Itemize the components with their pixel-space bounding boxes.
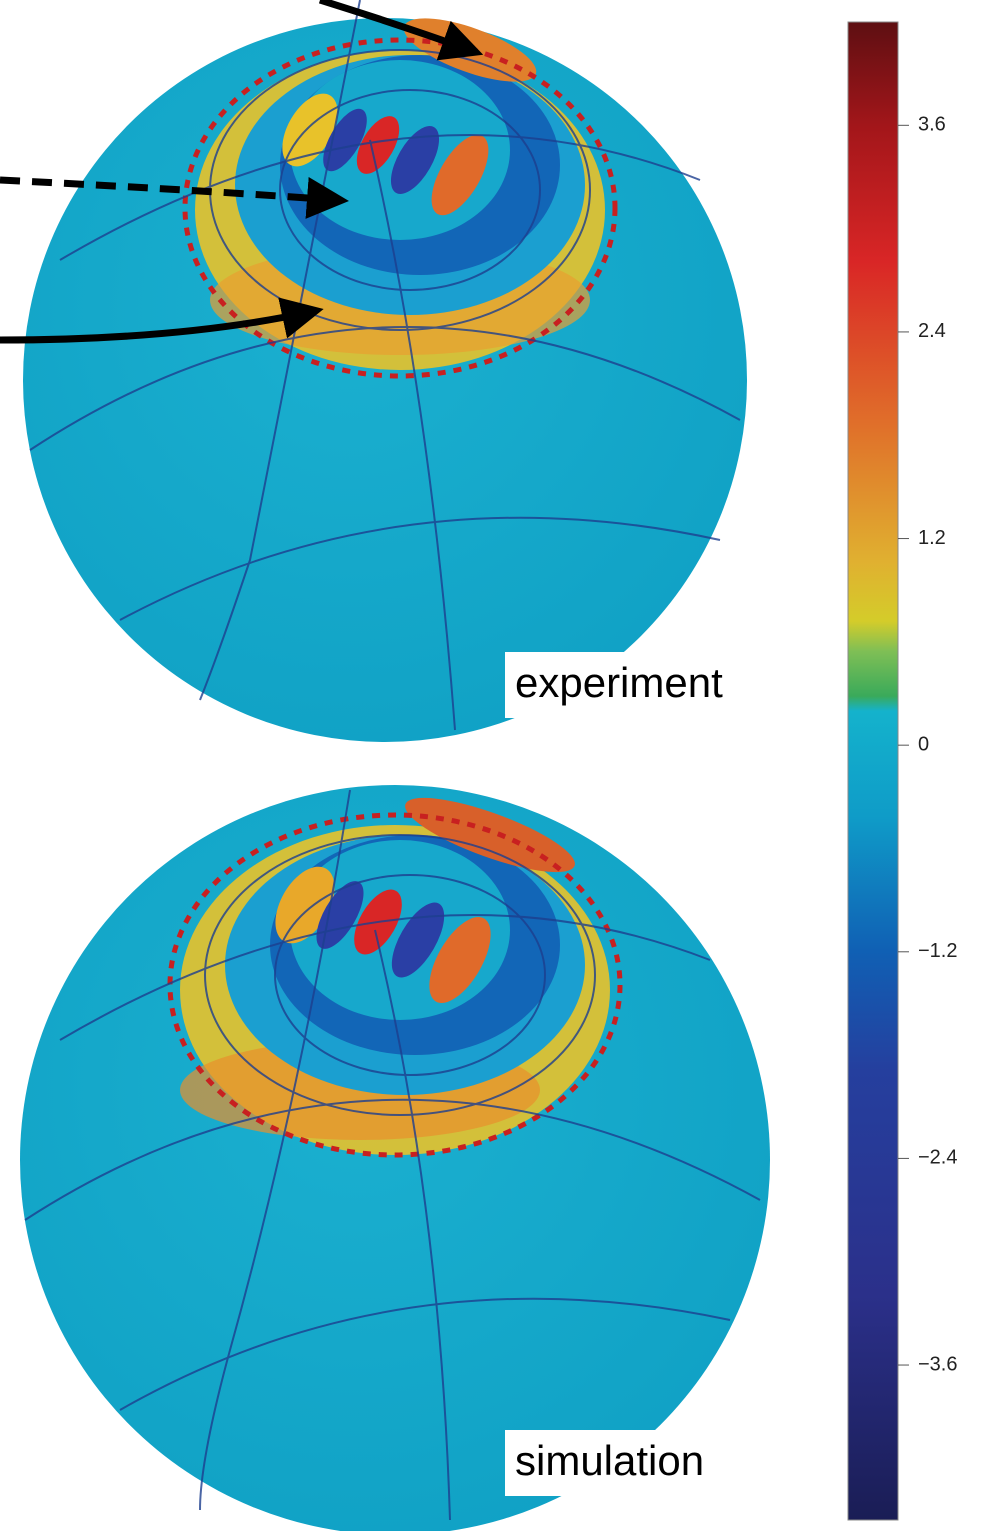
sphere-simulation (20, 784, 770, 1531)
colorbar-scale (848, 22, 898, 1520)
panel-label: simulation (515, 1437, 704, 1484)
tick-label: −3.6 (918, 1353, 957, 1375)
sphere-experiment (23, 0, 747, 742)
panel-label: experiment (515, 659, 723, 706)
tick-label: 3.6 (918, 114, 946, 136)
figure: experiment simulation 3.6 2.4 1.2 0 −1.2 −2.4… (0, 0, 995, 1531)
colorbar: 3.6 2.4 1.2 0 −1.2 −2.4 −3.6 (848, 22, 957, 1520)
tick-label: −1.2 (918, 940, 957, 962)
tick-label: 0 (918, 733, 929, 755)
tick-label: 1.2 (918, 527, 946, 549)
tick-label: 2.4 (918, 320, 946, 342)
tick-label: −2.4 (918, 1147, 957, 1169)
